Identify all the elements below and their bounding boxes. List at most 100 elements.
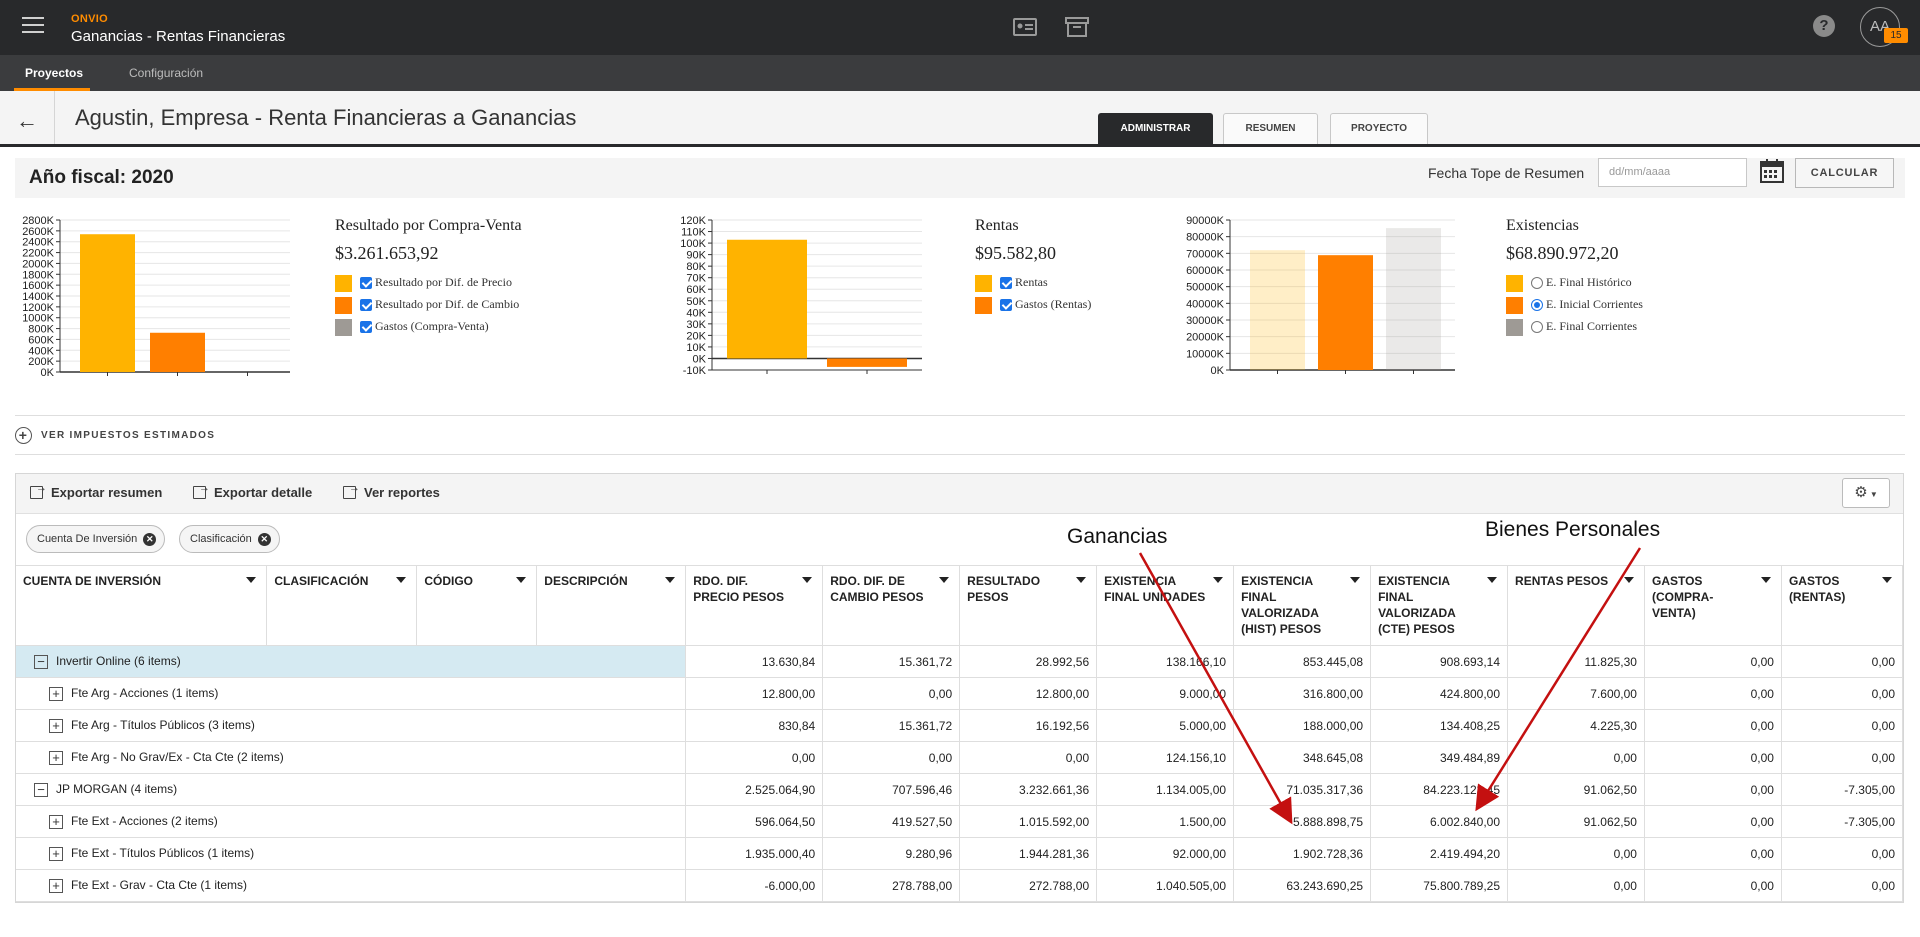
table-cell: 908.693,14 [1370, 645, 1509, 678]
column-header[interactable]: CÓDIGO [416, 565, 538, 646]
tab-proyecto[interactable]: PROYECTO [1330, 113, 1428, 144]
tab-proyectos[interactable]: Proyectos [25, 66, 84, 80]
ver-impuestos-toggle[interactable]: + VER IMPUESTOS ESTIMADOS [15, 427, 215, 444]
column-header-label: RESULTADO PESOS [967, 574, 1041, 604]
column-header[interactable]: CUENTA DE INVERSIÓN [16, 565, 268, 646]
back-arrow-icon[interactable]: ← [16, 108, 38, 133]
bar[interactable] [727, 239, 807, 359]
column-header[interactable]: GASTOS (RENTAS) [1781, 565, 1904, 646]
expand-icon[interactable]: + [49, 846, 63, 861]
table-row[interactable]: + Fte Arg - No Grav/Ex - Cta Cte (2 items… [16, 741, 1904, 774]
sort-caret-icon[interactable] [1076, 577, 1087, 583]
expand-icon[interactable]: + [49, 686, 63, 701]
legend-item[interactable]: Gastos (Rentas) [975, 296, 1091, 314]
legend-radio[interactable] [1531, 299, 1543, 312]
bar[interactable] [1250, 250, 1305, 370]
sort-caret-icon[interactable] [665, 577, 676, 583]
tab-administrar[interactable]: ADMINISTRAR [1098, 113, 1213, 144]
group-name: JP MORGAN (4 items) [56, 782, 178, 797]
sort-caret-icon[interactable] [939, 577, 950, 583]
group-chip[interactable]: Clasificación ✕ [179, 525, 280, 553]
help-icon[interactable]: ? [1813, 15, 1835, 37]
expand-icon[interactable]: + [49, 750, 63, 765]
legend-checkbox[interactable] [1000, 277, 1012, 290]
group-name: Fte Ext - Títulos Públicos (1 items) [71, 846, 255, 861]
legend-checkbox[interactable] [360, 321, 372, 334]
table-row[interactable]: − JP MORGAN (4 items) 2.525.064,90 707.596,… [16, 773, 1904, 806]
sort-caret-icon[interactable] [802, 577, 813, 583]
remove-chip-icon[interactable]: ✕ [143, 533, 157, 546]
table-cell: 13.630,84 [685, 645, 824, 678]
bar[interactable] [80, 234, 135, 372]
table-cell: 0,00 [1644, 645, 1782, 678]
archive-icon[interactable] [1065, 16, 1089, 38]
table-row[interactable]: + Fte Arg - Acciones (1 items) 12.800,00 0,… [16, 677, 1904, 710]
collapse-icon[interactable]: − [34, 782, 48, 797]
bar[interactable] [1318, 255, 1373, 370]
remove-chip-icon[interactable]: ✕ [257, 533, 271, 546]
settings-gear-button[interactable]: ⚙ ▼ [1842, 478, 1890, 508]
table-cell: 278.788,00 [822, 869, 961, 902]
fecha-tope-input[interactable]: dd/mm/aaaa [1598, 158, 1747, 187]
ver-reportes-button[interactable]: Ver reportes [343, 482, 440, 500]
column-header[interactable]: EXISTENCIA FINAL VALORIZADA (HIST) PESOS [1233, 565, 1372, 646]
expand-icon[interactable]: + [49, 878, 63, 893]
column-header[interactable]: RENTAS PESOS [1507, 565, 1645, 646]
sort-caret-icon[interactable] [1350, 577, 1361, 583]
legend-item[interactable]: Gastos (Compra-Venta) [335, 318, 489, 336]
bar[interactable] [1386, 228, 1441, 370]
column-header[interactable]: EXISTENCIA FINAL VALORIZADA (CTE) PESOS [1370, 565, 1509, 646]
group-name: Fte Arg - No Grav/Ex - Cta Cte (2 items) [71, 750, 284, 765]
sort-caret-icon[interactable] [246, 577, 257, 583]
table-cell: 0,00 [1781, 869, 1904, 902]
sort-caret-icon[interactable] [516, 577, 527, 583]
bar[interactable] [150, 332, 205, 372]
table-cell: 15.361,72 [822, 645, 961, 678]
sort-caret-icon[interactable] [1213, 577, 1224, 583]
table-row[interactable]: + Fte Arg - Títulos Públicos (3 items) 830… [16, 709, 1904, 742]
table-row[interactable]: + Fte Ext - Acciones (2 items) 596.064,50 4… [16, 805, 1904, 838]
tab-configuracion[interactable]: Configuración [129, 66, 204, 80]
column-header[interactable]: RDO. DIF. DE CAMBIO PESOS [822, 565, 961, 646]
legend-item[interactable]: E. Inicial Corrientes [1506, 296, 1643, 314]
exportar-detalle-button[interactable]: Exportar detalle [193, 482, 312, 500]
legend-item[interactable]: E. Final Histórico [1506, 274, 1632, 292]
bar[interactable] [827, 358, 907, 367]
id-card-icon[interactable] [1013, 16, 1037, 38]
sort-caret-icon[interactable] [1882, 577, 1892, 583]
sort-caret-icon[interactable] [1487, 577, 1498, 583]
expand-icon[interactable]: + [49, 814, 63, 829]
divider [54, 91, 55, 144]
exportar-resumen-button[interactable]: Exportar resumen [30, 482, 162, 500]
menu-icon[interactable] [22, 17, 44, 35]
calendar-icon[interactable] [1760, 159, 1784, 183]
expand-icon[interactable]: + [49, 718, 63, 733]
column-header[interactable]: RDO. DIF. PRECIO PESOS [685, 565, 824, 646]
legend-checkbox[interactable] [360, 277, 372, 290]
legend-item[interactable]: Rentas [975, 274, 1048, 292]
legend-item[interactable]: Resultado por Dif. de Precio [335, 274, 512, 292]
table-row[interactable]: + Fte Ext - Grav - Cta Cte (1 items) -6.00… [16, 869, 1904, 902]
sort-caret-icon[interactable] [1760, 577, 1771, 583]
legend-item[interactable]: E. Final Corrientes [1506, 318, 1637, 336]
calcular-button[interactable]: CALCULAR [1795, 158, 1894, 188]
table-cell: 6.002.840,00 [1370, 805, 1509, 838]
collapse-icon[interactable]: − [34, 654, 48, 669]
table-row[interactable]: + Fte Ext - Títulos Públicos (1 items) 1.9… [16, 837, 1904, 870]
legend-checkbox[interactable] [1000, 299, 1012, 312]
table-row[interactable]: − Invertir Online (6 items) 13.630,84 15.36… [16, 645, 1904, 678]
column-header[interactable]: EXISTENCIA FINAL UNIDADES [1096, 565, 1235, 646]
sort-caret-icon[interactable] [1623, 577, 1634, 583]
group-chip[interactable]: Cuenta De Inversión ✕ [26, 525, 166, 553]
column-header[interactable]: DESCRIPCIÓN [536, 565, 687, 646]
legend-checkbox[interactable] [360, 299, 372, 312]
column-header[interactable]: GASTOS (COMPRA-VENTA) [1644, 565, 1782, 646]
legend-radio[interactable] [1531, 321, 1543, 334]
column-header[interactable]: CLASIFICACIÓN [266, 565, 418, 646]
table-cell: 7.600,00 [1507, 677, 1645, 710]
legend-item[interactable]: Resultado por Dif. de Cambio [335, 296, 519, 314]
tab-resumen[interactable]: RESUMEN [1223, 113, 1318, 144]
legend-radio[interactable] [1531, 277, 1543, 290]
sort-caret-icon[interactable] [396, 577, 407, 583]
column-header[interactable]: RESULTADO PESOS [959, 565, 1098, 646]
